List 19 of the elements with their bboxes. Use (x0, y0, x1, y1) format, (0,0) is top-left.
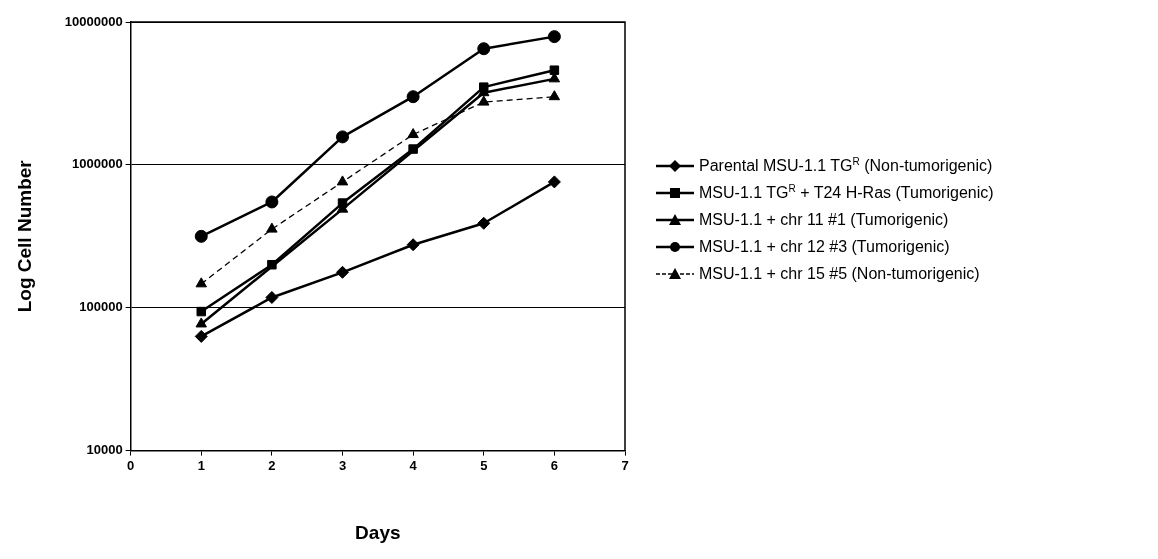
y-tick-label: 10000 (86, 442, 123, 458)
legend-label: MSU-1.1 + chr 11 #1 (Tumorigenic) (699, 210, 949, 230)
x-tick-label: 5 (480, 457, 488, 473)
x-tick-label: 6 (550, 457, 558, 473)
y-tick-label: 100000 (79, 299, 123, 315)
legend-label: MSU-1.1 + chr 15 #5 (Non-tumorigenic) (699, 264, 980, 284)
x-axis-title: Days (355, 521, 401, 543)
x-tick-label: 2 (268, 457, 276, 473)
x-tick-label: 7 (621, 457, 629, 473)
legend-label: Parental MSU-1.1 TG$^{R}$ (Non-tumorigenic) (699, 154, 993, 176)
x-tick-label: 4 (409, 457, 418, 473)
x-tick-label: 3 (338, 457, 347, 473)
x-tick-label: 0 (127, 457, 135, 473)
legend-label: MSU-1.1 + chr 12 #3 (Tumorigenic) (699, 237, 950, 257)
x-tick-label: 1 (197, 457, 205, 473)
y-axis-title: Log Cell Number (13, 159, 35, 313)
legend-label: MSU-1.1 TG$^{R}$ + T24 H-Ras (Tumorigenic) (699, 181, 994, 203)
y-tick-label: 10000000 (64, 13, 123, 29)
y-tick-label: 1000000 (72, 156, 123, 172)
